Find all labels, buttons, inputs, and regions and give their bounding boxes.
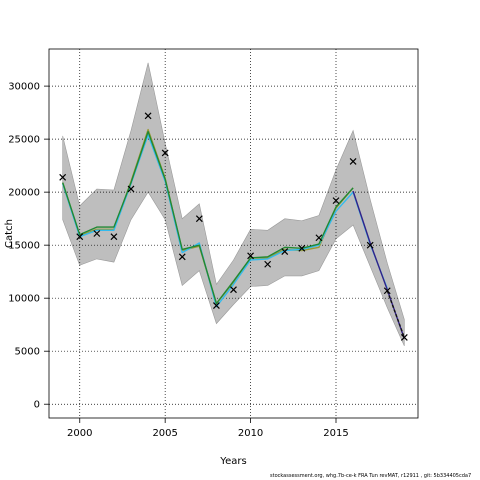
observed-point	[298, 244, 306, 252]
y-tick-label: 0	[34, 400, 40, 411]
x-tick-label: 2010	[238, 428, 263, 439]
observed-points-layer	[59, 112, 408, 341]
series-line-5	[386, 290, 405, 338]
observed-point	[247, 252, 255, 260]
observed-point	[332, 197, 340, 205]
y-tick-label: 20000	[8, 188, 40, 199]
observed-point	[195, 215, 203, 223]
observed-point	[110, 233, 118, 241]
x-axis-label: Years	[219, 456, 246, 467]
observed-point	[315, 234, 323, 242]
observed-point	[144, 112, 152, 120]
plot-frame	[48, 48, 419, 419]
y-tick-label: 15000	[8, 241, 40, 252]
observed-point	[349, 157, 357, 165]
x-tick-label: 2000	[67, 428, 92, 439]
y-tick-label: 5000	[15, 347, 40, 358]
x-tick-label: 2005	[152, 428, 177, 439]
observed-point	[93, 230, 101, 237]
observed-point	[264, 260, 272, 268]
observed-point	[366, 241, 374, 249]
observed-point	[127, 185, 135, 193]
series-layer	[62, 128, 405, 339]
observed-point	[178, 253, 186, 261]
series-line-3	[62, 130, 354, 305]
x-axis: 2000 2005 2010 2015	[67, 418, 349, 439]
y-tick-label: 10000	[8, 294, 40, 305]
footer-source-text: stockassessment.org, whg.7b-ce-k FRA Tun…	[270, 473, 472, 479]
x-tick-label: 2015	[323, 428, 348, 439]
y-tick-label: 25000	[8, 135, 40, 146]
observed-point	[230, 286, 237, 294]
series-line-4	[352, 190, 405, 339]
observed-point	[161, 149, 169, 157]
observed-point	[59, 173, 67, 181]
observed-point	[383, 287, 391, 295]
y-tick-label: 30000	[8, 82, 40, 93]
y-axis: 0 5000 10000 15000 20000 25000 30000	[8, 82, 49, 411]
observed-point	[76, 233, 84, 241]
y-axis-label: Catch	[4, 219, 15, 248]
series-line-2	[62, 134, 388, 308]
observed-point	[281, 248, 289, 255]
observed-point	[212, 302, 220, 310]
observed-point	[400, 333, 408, 341]
